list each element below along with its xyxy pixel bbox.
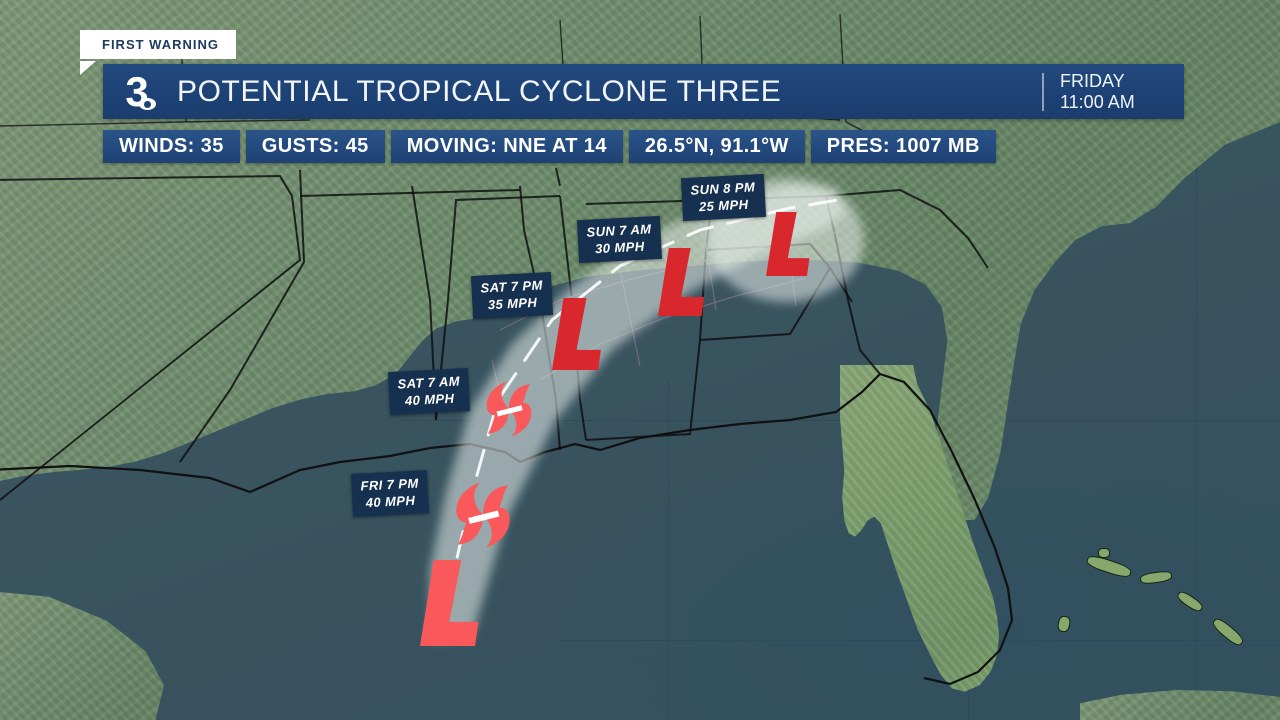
storm-marker-sun-8pm[interactable] [766, 212, 811, 280]
track-label-fri-7pm: FRI 7 PM 40 MPH [350, 470, 430, 517]
timestamp-text: FRIDAY 11:00 AM [1060, 71, 1168, 113]
track-label-time: SAT 7 AM [397, 373, 461, 392]
island-bahamas [1098, 548, 1110, 558]
track-label-sun-8pm: SUN 8 PM 25 MPH [680, 173, 766, 222]
storm-marker-sat-7pm[interactable] [552, 298, 602, 374]
tropical-storm-icon [456, 482, 510, 548]
divider [1042, 72, 1044, 111]
low-pressure-icon [766, 212, 810, 276]
storm-stats-bar: WINDS: 35 GUSTS: 45 MOVING: NNE AT 14 26.5°… [103, 130, 996, 163]
page-title: POTENTIAL TROPICAL CYCLONE THREE [177, 74, 782, 108]
title-bar: 3 POTENTIAL TROPICAL CYCLONE THREE FRIDA… [103, 64, 1184, 119]
stat-chip: PRES: 1007 MB [810, 130, 996, 163]
track-label-wind: 40 MPH [404, 390, 455, 409]
graticule-line [1196, 150, 1197, 720]
track-label-time: SAT 7 PM [480, 277, 544, 296]
track-label-time: FRI 7 PM [360, 475, 419, 494]
track-label-wind: 40 MPH [365, 492, 416, 511]
station-logo[interactable]: 3 [103, 64, 165, 119]
low-pressure-icon [552, 298, 601, 370]
storm-marker-sun-7am[interactable] [658, 248, 706, 320]
track-label-sat-7am: SAT 7 AM 40 MPH [387, 367, 471, 416]
storm-marker-current[interactable] [420, 560, 480, 650]
stat-chip: MOVING: NNE AT 14 [390, 130, 623, 163]
graticule-line [560, 640, 1280, 641]
low-pressure-icon [420, 560, 479, 646]
first-warning-tag-tail [80, 61, 96, 75]
track-label-wind: 35 MPH [487, 294, 538, 313]
timestamp-day: FRIDAY [1060, 70, 1125, 91]
stat-label: WINDS: 35 [119, 135, 224, 157]
stat-chip: GUSTS: 45 [245, 130, 385, 163]
timestamp-block: FRIDAY 11:00 AM [1042, 64, 1184, 119]
track-label-time: SUN 7 AM [586, 221, 652, 240]
first-warning-text: FIRST WARNING [102, 37, 219, 52]
timestamp-time: 11:00 AM [1060, 91, 1135, 112]
stat-label: MOVING: NNE AT 14 [406, 135, 607, 157]
stat-chip: 26.5°N, 91.1°W [628, 130, 805, 163]
track-label-wind: 25 MPH [698, 196, 749, 215]
track-label-wind: 30 MPH [594, 238, 645, 257]
stat-label: GUSTS: 45 [261, 135, 369, 157]
first-warning-tag: FIRST WARNING [80, 30, 236, 59]
stat-label: PRES: 1007 MB [826, 135, 980, 157]
storm-marker-fri-7pm[interactable] [446, 478, 520, 556]
track-label-sat-7pm: SAT 7 PM 35 MPH [470, 271, 554, 320]
stat-chip: WINDS: 35 [103, 130, 240, 163]
cbs-eye-icon [139, 98, 156, 110]
track-label-time: SUN 8 PM [690, 179, 756, 198]
track-label-sun-7am: SUN 7 AM 30 MPH [576, 215, 662, 264]
tropical-storm-icon [486, 381, 532, 437]
storm-marker-sat-7am[interactable] [478, 378, 540, 444]
low-pressure-icon [658, 248, 705, 316]
stat-label: 26.5°N, 91.1°W [644, 135, 789, 157]
